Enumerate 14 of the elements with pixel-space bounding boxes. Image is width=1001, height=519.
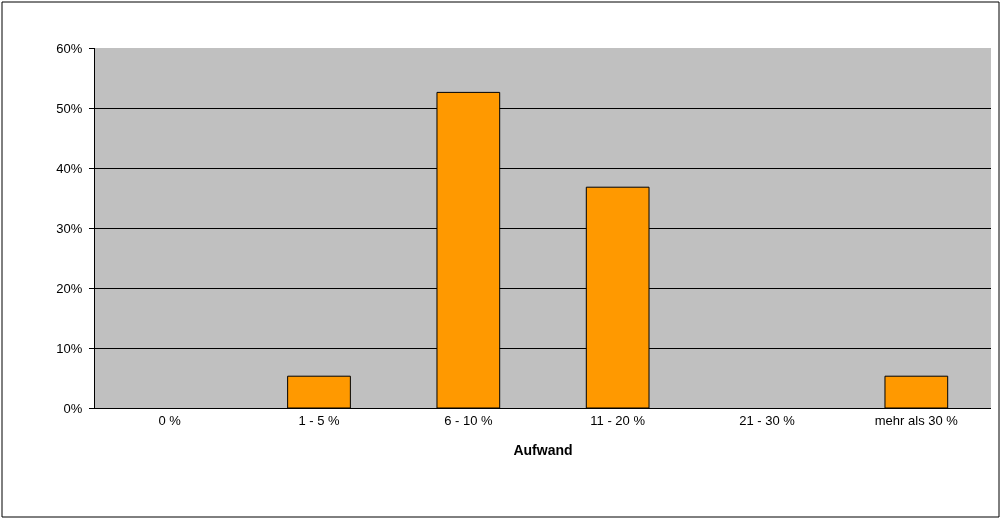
y-tick-label: 30% [56, 220, 83, 236]
x-tick-label: 1 - 5 % [298, 412, 341, 428]
x-tick-label: 0 % [158, 412, 182, 428]
y-tick-label: 50% [56, 100, 83, 116]
x-tick-label: mehr als 30 % [874, 412, 959, 428]
y-tick-label: 0% [63, 400, 83, 416]
x-axis-title: Aufwand [513, 441, 573, 458]
y-tick-label: 60% [56, 40, 83, 56]
x-tick-label: 11 - 20 % [590, 412, 646, 428]
x-tick-label: 21 - 30 % [739, 412, 796, 428]
y-tick-label: 10% [56, 340, 83, 356]
y-tick-label: 40% [56, 160, 83, 176]
y-tick-label: 20% [56, 280, 83, 296]
x-tick-label: 6 - 10 % [444, 412, 493, 428]
